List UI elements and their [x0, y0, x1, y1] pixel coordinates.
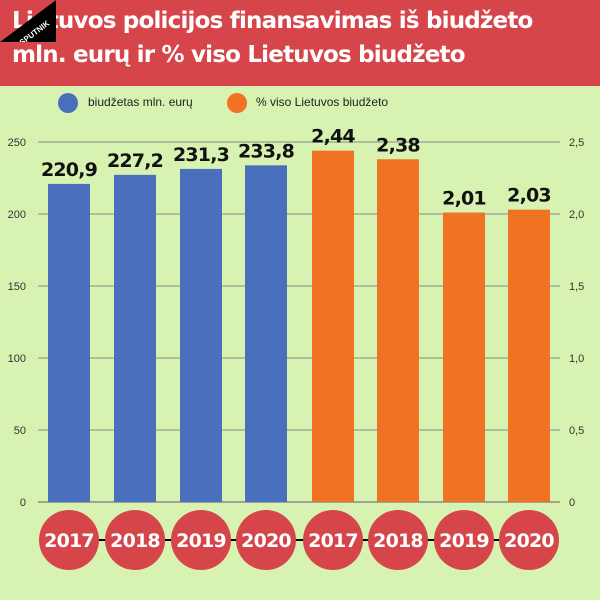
x-tick-label: 2018 — [373, 530, 423, 552]
legend-label-percent: % viso Lietuvos biudžeto — [256, 95, 389, 109]
right-axis-tick-label: 0,5 — [569, 425, 584, 437]
chart-title-line-1: Lietuvos policijos finansavimas iš biudž… — [12, 8, 533, 34]
year-circle — [434, 510, 494, 570]
right-axis-tick-label: 1,5 — [569, 281, 584, 293]
legend-swatch-budget — [58, 93, 78, 113]
data-label: 2,38 — [376, 134, 420, 156]
year-circle — [303, 510, 363, 570]
data-label: 2,44 — [311, 126, 355, 148]
bar-budget — [180, 168, 222, 503]
right-axis-tick-label: 2,5 — [569, 137, 584, 149]
bar-budget — [48, 183, 90, 503]
x-tick-label: 2019 — [439, 530, 489, 552]
data-label: 2,01 — [442, 188, 486, 210]
bar-percent — [312, 150, 354, 502]
legend-swatch-percent — [227, 93, 247, 113]
right-axis-tick-label: 1,0 — [569, 353, 584, 365]
left-axis-tick-label: 100 — [8, 353, 26, 365]
year-circle — [236, 510, 296, 570]
x-tick-label: 2020 — [504, 530, 554, 552]
bar-percent — [508, 209, 550, 502]
chart-title-line-2: mln. eurų ir % viso Lietuvos biudžeto — [12, 42, 466, 68]
data-label: 227,2 — [107, 150, 163, 172]
data-label: 2,03 — [507, 185, 551, 207]
x-tick-label: 2017 — [44, 530, 94, 552]
year-circle — [39, 510, 99, 570]
x-tick-label: 2020 — [241, 530, 291, 552]
year-circle — [368, 510, 428, 570]
year-circle — [171, 510, 231, 570]
bar-percent — [377, 159, 419, 502]
header-banner: Lietuvos policijos finansavimas iš biudž… — [0, 0, 600, 86]
x-tick-label: 2019 — [176, 530, 226, 552]
x-tick-label: 2018 — [110, 530, 160, 552]
data-label: 233,8 — [238, 140, 295, 162]
year-circle — [499, 510, 559, 570]
left-axis-tick-label: 50 — [14, 425, 26, 437]
left-axis-tick-label: 0 — [20, 497, 26, 509]
data-label: 220,9 — [41, 159, 97, 181]
right-axis-tick-label: 2,0 — [569, 209, 584, 221]
right-axis-tick-label: 0 — [569, 497, 575, 509]
x-tick-label: 2017 — [308, 530, 358, 552]
left-axis-tick-label: 150 — [8, 281, 26, 293]
left-axis-tick-label: 250 — [8, 137, 26, 149]
left-axis-tick-label: 200 — [8, 209, 26, 221]
legend-label-budget: biudžetas mln. eurų — [88, 95, 193, 109]
data-label: 231,3 — [173, 144, 229, 166]
bar-budget — [245, 165, 287, 502]
year-circle — [105, 510, 165, 570]
bar-percent — [443, 212, 485, 502]
sputnik-logo: SPUTNIK — [0, 0, 56, 42]
bar-budget — [114, 174, 156, 502]
